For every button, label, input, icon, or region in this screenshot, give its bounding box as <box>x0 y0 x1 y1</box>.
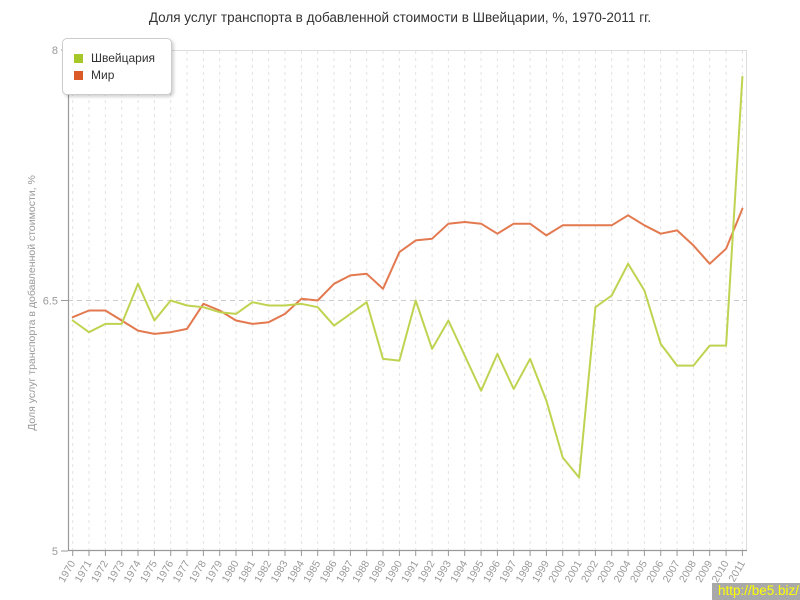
chart-title: Доля услуг транспорта в добавленной стои… <box>148 10 652 25</box>
world-series-swatch-icon <box>74 70 83 80</box>
legend-item-world[interactable]: Мир <box>74 68 155 82</box>
legend-label-switzerland: Швейцария <box>91 51 156 65</box>
x-tick-labels: 1970197119721973197419751976197719781979… <box>56 558 748 584</box>
axes <box>67 50 747 552</box>
y-tick-labels: 86.55 <box>43 45 58 558</box>
legend-item-switzerland[interactable]: Швейцария <box>74 51 155 65</box>
svg-text:2010: 2010 <box>710 558 732 584</box>
svg-text:5: 5 <box>52 546 58 558</box>
svg-text:8: 8 <box>52 45 58 57</box>
series-line-switzerland <box>71 75 744 479</box>
svg-text:6.5: 6.5 <box>43 296 58 308</box>
y-axis-title: Доля услуг транспорта в добавленной стои… <box>26 175 38 431</box>
legend: Швейцария Мир <box>62 38 173 95</box>
legend-label-world: Мир <box>91 68 115 82</box>
svg-text:2011: 2011 <box>726 558 748 584</box>
switzerland-series-swatch-icon <box>74 53 83 63</box>
axis-ticks <box>61 49 743 556</box>
series-line-world <box>71 207 744 335</box>
watermark-link[interactable]: http://be5.biz/ <box>711 583 800 600</box>
